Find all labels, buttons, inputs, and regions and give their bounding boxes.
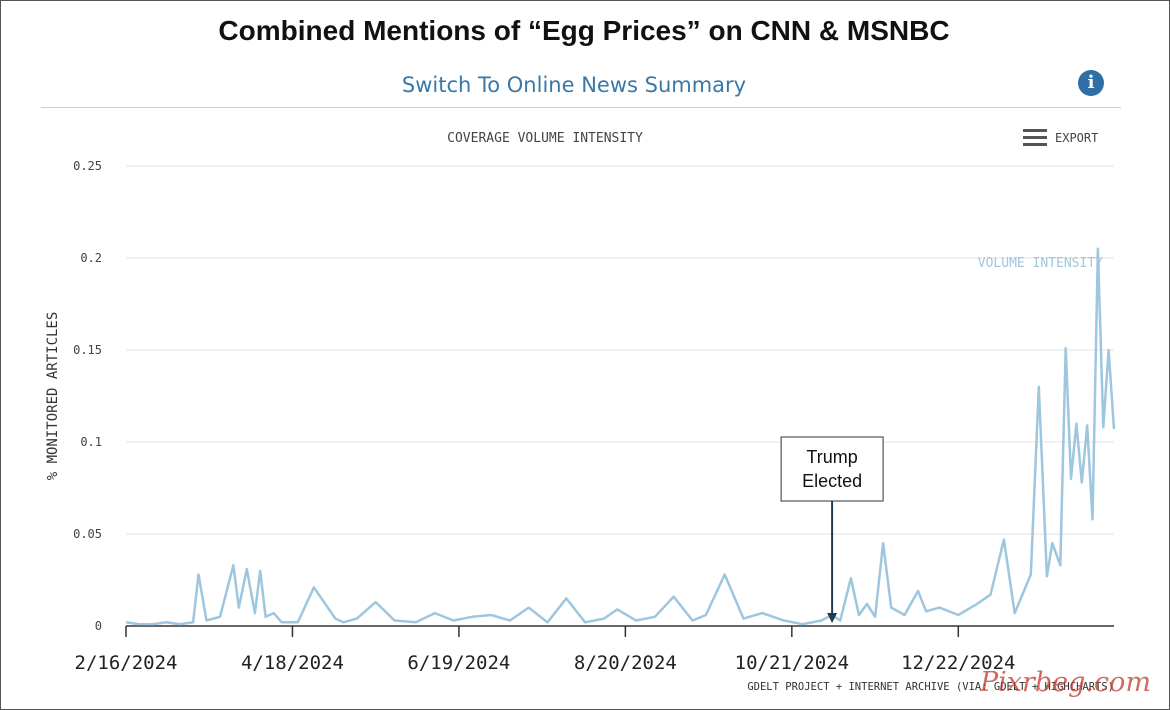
gridlines: [126, 165, 1114, 535]
export-button[interactable]: EXPORT: [1023, 125, 1098, 151]
y-axis: 0 0.05 0.1 0.15 0.2 0.25: [73, 159, 102, 633]
y-tick-label: 0.25: [73, 159, 102, 173]
source-credit: GDELT PROJECT + INTERNET ARCHIVE (VIA: G…: [747, 681, 1114, 693]
page-title: Combined Mentions of “Egg Prices” on CNN…: [218, 15, 950, 46]
y-tick-label: 0: [95, 619, 102, 633]
y-tick-label: 0.1: [80, 435, 102, 449]
chart-subtitle: COVERAGE VOLUME INTENSITY: [447, 131, 643, 146]
x-tick-label: 2/16/2024: [75, 652, 178, 674]
chart-text: COVERAGE VOLUME INTENSITY % MONITORED ART…: [45, 131, 1151, 698]
y-tick-label: 0.05: [73, 527, 102, 541]
series-line-volume-intensity: [125, 247, 1116, 626]
x-tick-label: 8/20/2024: [574, 652, 677, 674]
series-volume-intensity: VOLUME INTENSITY: [125, 247, 1116, 626]
info-icon[interactable]: i: [1078, 70, 1104, 96]
y-tick-label: 0.15: [73, 343, 102, 357]
trump-elected-annotation: Trump Elected: [780, 436, 884, 623]
y-axis-title: % MONITORED ARTICLES: [45, 312, 61, 481]
y-tick-label: 0.2: [80, 251, 102, 265]
series-label: VOLUME INTENSITY: [978, 256, 1103, 271]
x-tick-label: 12/22/2024: [901, 652, 1015, 674]
switch-to-online-news-summary-link[interactable]: Switch To Online News Summary: [401, 73, 747, 97]
annotation-box: [780, 436, 884, 502]
annotation-label-line: Elected: [802, 471, 862, 491]
x-tick-label: 10/21/2024: [735, 652, 849, 674]
x-tick-label: 6/19/2024: [407, 652, 510, 674]
export-label: EXPORT: [1055, 131, 1099, 145]
annotation-arrow-head: [827, 613, 838, 623]
x-axis: 2/16/2024 4/18/2024 6/19/2024 8/20/2024 10/2…: [75, 625, 1114, 674]
watermark: Pixrbeg.com: [979, 667, 1151, 698]
annotation-label-line: Trump: [806, 447, 857, 467]
x-tick-label: 4/18/2024: [241, 652, 344, 674]
header-divider: [41, 107, 1121, 108]
hamburger-menu-icon: [1023, 129, 1047, 147]
